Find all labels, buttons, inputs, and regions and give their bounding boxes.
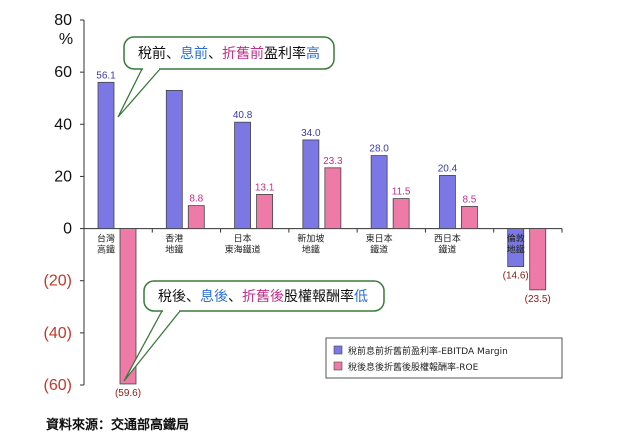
data-label: 40.8 xyxy=(233,110,253,121)
bar-ebitda xyxy=(165,89,183,229)
data-label: (23.5) xyxy=(525,294,551,305)
callout-box xyxy=(123,36,335,70)
data-label: 20.4 xyxy=(438,163,458,174)
category-label: 鐵道 xyxy=(438,244,456,256)
data-label: 13.1 xyxy=(255,182,275,193)
callout-segment: 、 xyxy=(228,289,242,305)
legend-label: 稅後息後折舊後股權報酬率-ROE xyxy=(348,361,479,373)
annotation-bottom: 稅後、息後、折舊後股權報酬率低 xyxy=(123,280,385,382)
bar-ebitda xyxy=(507,228,525,268)
category-label: 地鐵 xyxy=(302,244,320,256)
legend-box xyxy=(325,337,563,379)
bar-roe xyxy=(187,205,205,229)
legend-label: 稅前息前折舊前盈利率-EBITDA Margin xyxy=(348,345,508,357)
annotation-top: 稅前、息前、折舊前盈利率高 xyxy=(117,36,335,118)
callout-segment: 折舊前 xyxy=(222,45,264,62)
bar-roe xyxy=(324,167,342,229)
category-label: 地鐵 xyxy=(507,244,525,256)
callout-segment: 稅後、 xyxy=(158,289,200,305)
callout-joint xyxy=(143,67,159,70)
callout-segment: 低 xyxy=(354,289,368,305)
category-label: 鐵道 xyxy=(370,244,388,256)
bar-ebitda xyxy=(370,155,388,229)
data-label: 23.3 xyxy=(323,156,343,167)
category-label: 地鐵 xyxy=(165,244,183,256)
y-tick-label: (60) xyxy=(44,377,72,394)
callout-segment: 息後 xyxy=(200,288,228,305)
callout-box xyxy=(143,280,385,312)
data-label: 56.1 xyxy=(96,70,116,81)
legend-swatch xyxy=(333,345,343,355)
category-label: 新加坡 xyxy=(297,233,324,245)
bar-roe xyxy=(529,228,547,291)
y-unit-label: % xyxy=(59,31,73,48)
bar-ebitda xyxy=(302,139,320,229)
bar-ebitda xyxy=(97,81,115,229)
callout-segment: 盈利率 xyxy=(264,45,306,62)
callout-segment: 稅前、 xyxy=(138,45,180,62)
legend-swatch xyxy=(333,361,343,371)
callout-text: 稅後、息後、折舊後股權報酬率低 xyxy=(158,288,368,305)
y-tick-label: 60 xyxy=(54,64,72,81)
bar-roe xyxy=(256,194,273,229)
callout-segment: 息前 xyxy=(180,45,208,62)
callout-segment: 、 xyxy=(208,46,222,62)
category-label: 倫敦 xyxy=(507,233,525,245)
source-note: 資料來源：交通部高鐵局 xyxy=(46,418,190,433)
y-tick-label: 20 xyxy=(54,168,72,185)
data-label: 34.0 xyxy=(301,128,321,139)
category-label: 東海鐵道 xyxy=(225,244,261,256)
data-label: 8.8 xyxy=(189,194,203,205)
bar-roe xyxy=(461,206,478,229)
category-label: 台灣 xyxy=(97,233,115,245)
category-label: 香港 xyxy=(165,233,183,245)
data-label: 28.0 xyxy=(369,144,389,155)
category-label: 高鐵 xyxy=(97,244,115,256)
bar-roe xyxy=(392,198,410,229)
legend: 稅前息前折舊前盈利率-EBITDA Margin 稅後息後折舊後股權報酬率-ROE xyxy=(325,337,563,379)
callout-text: 稅前、息前、折舊前盈利率高 xyxy=(138,45,320,62)
data-label: (59.6) xyxy=(115,388,141,399)
bar-ebitda xyxy=(439,174,456,229)
data-label: 11.5 xyxy=(392,187,411,198)
y-tick-label: 0 xyxy=(63,221,72,238)
y-tick-label: (20) xyxy=(44,273,72,290)
y-tick-label: 80 xyxy=(54,12,72,29)
bar-roe xyxy=(119,228,137,385)
callout-segment: 高 xyxy=(306,45,320,62)
bar-ebitda xyxy=(234,121,251,229)
data-label: 8.5 xyxy=(462,194,476,205)
y-tick-label: (40) xyxy=(44,325,72,342)
category-label: 日本 xyxy=(234,233,252,245)
category-label: 東日本 xyxy=(366,233,393,245)
data-label: (14.6) xyxy=(503,271,529,282)
category-label: 西日本 xyxy=(434,233,461,245)
callout-segment: 股權報酬率 xyxy=(284,288,354,305)
callout-tail xyxy=(117,68,161,118)
callout-joint xyxy=(163,309,179,312)
callout-tail xyxy=(123,310,181,382)
callout-segment: 折舊後 xyxy=(242,289,284,305)
y-tick-label: 40 xyxy=(54,116,72,133)
